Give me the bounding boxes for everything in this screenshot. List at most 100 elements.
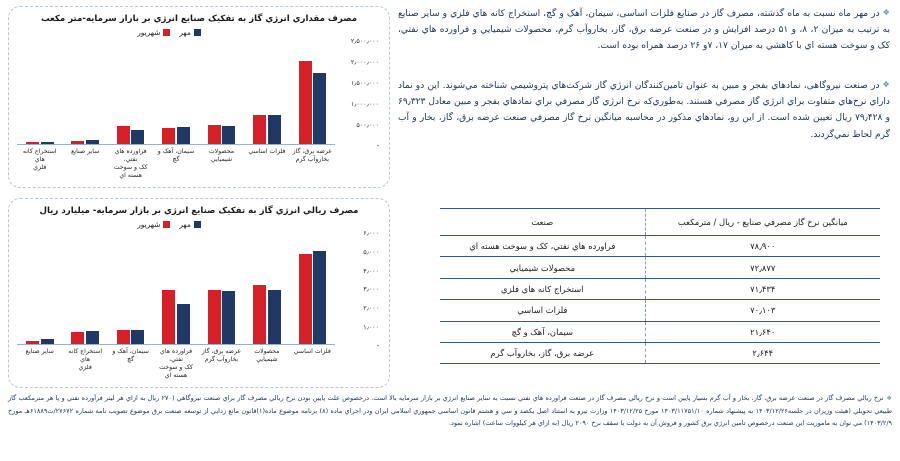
bar-group xyxy=(199,41,244,145)
table-row: ۷۲٫۸۷۷ محصولات شیمیایي xyxy=(440,256,880,279)
bar-shahrivar xyxy=(162,128,176,145)
paragraph-1-text: در مهر ماه نسبت به ماه گذشته، مصرف گاز د… xyxy=(398,9,891,52)
bar-shahrivar xyxy=(253,115,267,145)
y-axis-tick: ۲٫۰۰۰ xyxy=(363,303,379,312)
cell-rate: ۷۸٫۹۰۰ xyxy=(644,235,880,258)
x-axis-labels-quantity: عرضه برق، گاز بخاروآب گرم فلزات اساسي محصو… xyxy=(17,145,335,179)
table-row: ۷۱٫۴۳۴ استخراج کانه هاي فلزي xyxy=(440,278,880,301)
bar-shahrivar xyxy=(207,124,221,145)
table-header-row: میانگین نرخ گاز مصرفي صنایع - ریال / متر… xyxy=(440,208,880,236)
legend-swatch-shahrivar xyxy=(163,29,171,37)
chart-legend-rial: مهر شهریور xyxy=(9,220,389,229)
y-axis-tick: ۲٫۰۰۰٫۰۰۰ xyxy=(350,58,379,67)
x-axis-label: فراورده هاي نفتي، کک و سوخت هسته اي xyxy=(113,148,148,179)
bar-mehr xyxy=(313,73,327,145)
footnote-text: نرخ ریالي مصرف گاز در صنعت عرضه برق، گاز… xyxy=(8,394,893,428)
average-gas-rate-table: میانگین نرخ گاز مصرفي صنایع - ریال / متر… xyxy=(440,208,880,365)
bar-shahrivar xyxy=(26,341,40,345)
bar-shahrivar xyxy=(26,142,40,145)
chart-card-quantity: مصرف مقداري انرژي گاز به تفکیک صنایع انر… xyxy=(8,6,390,188)
x-axis-label: عرضه برق، گاز بخاروآب گرم xyxy=(201,348,242,364)
paragraph-consumption-change: ❖در مهر ماه نسبت به ماه گذشته، مصرف گاز … xyxy=(398,6,890,55)
chart-title-quantity: مصرف مقداري انرژي گاز به تفکیک صنایع انر… xyxy=(40,14,358,24)
bar-shahrivar xyxy=(71,331,85,345)
legend-item-shahrivar: شهریور xyxy=(137,28,171,37)
legend-label-mehr-2: مهر xyxy=(179,220,191,230)
bar-group xyxy=(62,233,107,345)
x-axis-label: فراورده هاي نفتي، کک و سوخت هسته اي xyxy=(159,348,193,379)
table-row: ۲۱٫۶۴۰ سیمان، آهک و گچ xyxy=(440,321,880,343)
table-row: ۷۸٫۹۰۰ فراورده هاي نفتي، کک و سوخت هسته ا… xyxy=(440,235,880,258)
y-axis-tick: ۵۰۰٫۰۰۰ xyxy=(356,120,379,129)
bar-mehr xyxy=(222,291,236,345)
bar-shahrivar xyxy=(298,254,312,345)
bar-mehr xyxy=(40,339,54,345)
x-axis-label: عرضه برق، گاز بخاروآب گرم xyxy=(292,148,332,164)
x-axis-label: استخراج کانه هاي فلزي xyxy=(22,148,57,171)
column-header-industry: صنعت xyxy=(440,208,646,236)
legend-item-mehr: مهر xyxy=(179,28,201,37)
table-row: ۷۰٫۱۰۳ فلزات اساسي xyxy=(440,299,880,322)
x-axis-labels-rial: فلزات اساسي محصولات شیمیایي عرضه برق، گاز … xyxy=(17,345,335,379)
bar-group xyxy=(153,41,198,145)
bar-group xyxy=(108,41,153,145)
x-axis-label: محصولات شیمیایي xyxy=(254,348,280,364)
x-axis-label: استخراج کانه هاي فلزي xyxy=(68,348,103,371)
bar-shahrivar xyxy=(207,290,221,345)
bar-group xyxy=(17,41,62,145)
bar-shahrivar xyxy=(162,290,176,345)
bar-mehr xyxy=(313,250,327,345)
bar-shahrivar xyxy=(71,141,85,145)
x-axis-label: سایر صنایع xyxy=(71,148,100,156)
y-axis-tick: ۱٫۰۰۰ xyxy=(363,322,379,331)
legend-swatch-mehr-2 xyxy=(193,221,201,229)
cell-industry: سیمان، آهک و گچ xyxy=(440,321,646,343)
bar-mehr xyxy=(85,331,99,345)
bar-mehr xyxy=(85,140,99,145)
y-axis-rial: ۶٫۰۰۰ ۵٫۰۰۰ ۴٫۰۰۰ ۳٫۰۰۰ ۲٫۰۰۰ ۱٫۰۰۰ - xyxy=(337,229,381,349)
plot-area-quantity: ۲٫۵۰۰٫۰۰۰ ۲٫۰۰۰٫۰۰۰ ۱٫۵۰۰٫۰۰۰ ۱٫۰۰۰٫۰۰۰ ۵۰۰٫… xyxy=(15,37,381,179)
bar-mehr xyxy=(40,141,54,145)
legend-item-mehr-2: مهر xyxy=(179,220,201,230)
x-axis-label: محصولات شیمیایي xyxy=(208,148,235,164)
cell-rate: ۷۰٫۱۰۳ xyxy=(644,299,880,322)
y-axis-tick: ۱٫۰۰۰٫۰۰۰ xyxy=(350,99,379,108)
bar-mehr xyxy=(222,126,236,145)
bar-mehr xyxy=(131,329,145,345)
bar-mehr xyxy=(267,115,281,145)
bar-group xyxy=(153,233,198,345)
cell-industry: فراورده هاي نفتي، کک و سوخت هسته اي xyxy=(440,235,646,258)
bar-mehr xyxy=(267,290,281,345)
cell-industry: فلزات اساسي xyxy=(440,299,646,322)
cell-rate: ۷۲٫۸۷۷ xyxy=(644,256,880,279)
plot-area-rial: ۶٫۰۰۰ ۵٫۰۰۰ ۴٫۰۰۰ ۳٫۰۰۰ ۲٫۰۰۰ ۱٫۰۰۰ - فلزات اس… xyxy=(15,229,381,379)
x-axis-label: فلزات اساسي xyxy=(293,348,331,356)
x-axis-label: سایر صنایع xyxy=(25,348,54,356)
legend-label-shahrivar-2: شهریور xyxy=(137,220,161,230)
bar-group xyxy=(17,233,62,345)
y-axis-quantity: ۲٫۵۰۰٫۰۰۰ ۲٫۰۰۰٫۰۰۰ ۱٫۵۰۰٫۰۰۰ ۱٫۰۰۰٫۰۰۰ ۵۰۰٫… xyxy=(337,37,381,149)
y-axis-tick: ۶٫۰۰۰ xyxy=(363,229,379,238)
bar-group xyxy=(244,233,289,345)
bar-shahrivar xyxy=(298,61,312,145)
chart-card-rial: مصرف ریالي انرژي گاز به تفکیک صنایع انرژ… xyxy=(8,198,390,388)
cell-industry: استخراج کانه هاي فلزي xyxy=(440,278,646,301)
x-axis-label: سیمان، آهک و گچ xyxy=(112,348,149,364)
table-row: ۲٫۶۴۴ عرضه برق، گاز، بخاروآب گرم xyxy=(440,342,880,365)
bar-shahrivar xyxy=(116,125,130,145)
chart-legend-quantity: مهر شهریور xyxy=(9,28,389,37)
x-axis-label: سیمان، آهک و گچ xyxy=(157,148,195,164)
column-header-rate: میانگین نرخ گاز مصرفي صنایع - ریال / متر… xyxy=(644,208,880,236)
y-axis-tick: ۲٫۵۰۰٫۰۰۰ xyxy=(350,37,379,46)
y-axis-tick: ۵٫۰۰۰ xyxy=(363,247,379,256)
bar-mehr xyxy=(131,129,145,145)
bar-group xyxy=(244,41,289,145)
y-axis-tick: ۴٫۰۰۰ xyxy=(363,266,379,275)
chart-title-rial: مصرف ریالي انرژي گاز به تفکیک صنایع انرژ… xyxy=(39,206,359,216)
cell-industry: محصولات شیمیایي xyxy=(440,256,646,279)
bars-area-quantity xyxy=(17,41,335,146)
paragraph-2-text: در صنعت نیروگاهی، نمادهاي بفجر و مبین به… xyxy=(398,81,890,140)
legend-item-shahrivar-2: شهریور xyxy=(137,220,171,230)
table-header: میانگین نرخ گاز مصرفي صنایع - ریال / متر… xyxy=(440,208,880,236)
